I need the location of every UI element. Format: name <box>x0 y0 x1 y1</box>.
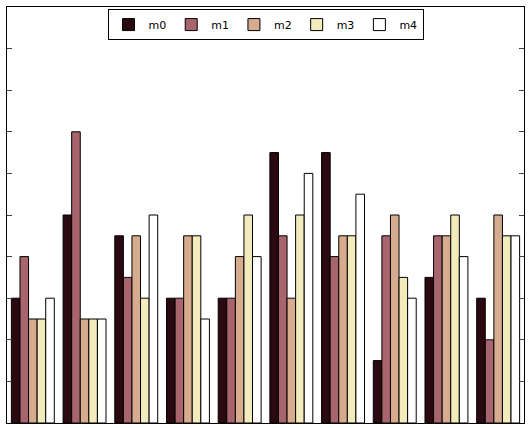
svg-text:m2: m2 <box>274 19 292 32</box>
svg-text:m0: m0 <box>149 19 167 32</box>
svg-text:m1: m1 <box>211 19 229 32</box>
svg-text:m4: m4 <box>399 19 417 32</box>
svg-text:m3: m3 <box>337 19 355 32</box>
